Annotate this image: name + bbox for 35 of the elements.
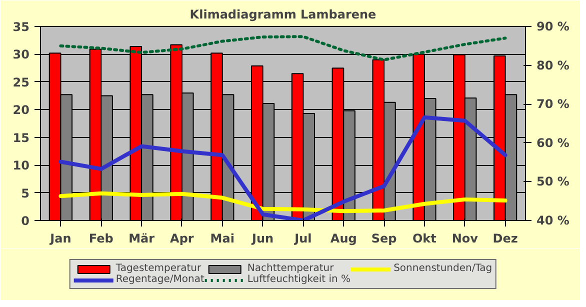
y2-tick-label: 50 % [536,174,570,189]
x-tick-label: Jan [49,232,72,246]
y-tick-label: 20 [12,103,30,118]
x-tick-label: Nov [452,232,478,246]
legend-label: Regentage/Monat [116,274,204,285]
y-tick-label: 10 [12,158,30,173]
x-tick-label: Jun [251,232,274,246]
y2-tick-label: 60 % [536,136,570,150]
y-tick-label: 35 [12,20,30,34]
line-series [58,191,508,214]
line-series [58,115,508,220]
y-tick-label: 5 [21,186,30,200]
chart-title: Klimadiagramm Lambarene [190,8,376,22]
legend-label: Tagestemperatur [116,263,202,274]
x-tick-label: Okt [412,232,437,246]
legend-label: Sonnenstunden/Tag [394,263,492,274]
y-tick-label: 0 [21,214,30,228]
y2-tick-label: 40 % [536,214,570,228]
line-series [59,35,507,62]
y2-tick-label: 80 % [536,58,570,72]
y-tick-label: 30 [12,48,30,62]
x-tick-label: Mai [210,232,234,246]
legend-label: Nachttemperatur [247,263,334,274]
x-tick-label: Jul [294,232,312,246]
x-tick-label: Sep [371,232,398,246]
x-tick-label: Mär [128,232,155,246]
y-tick-label: 25 [12,75,30,90]
x-tick-label: Dez [492,232,518,246]
x-tick-label: Aug [330,232,357,246]
x-tick-label: Apr [170,232,194,246]
x-tick-label: Feb [88,232,114,246]
y-tick-label: 15 [12,130,30,145]
legend-label: Luftfeuchtigkeit in % [247,274,351,285]
y2-tick-label: 70 % [536,97,570,112]
y2-tick-label: 90 % [536,20,570,34]
